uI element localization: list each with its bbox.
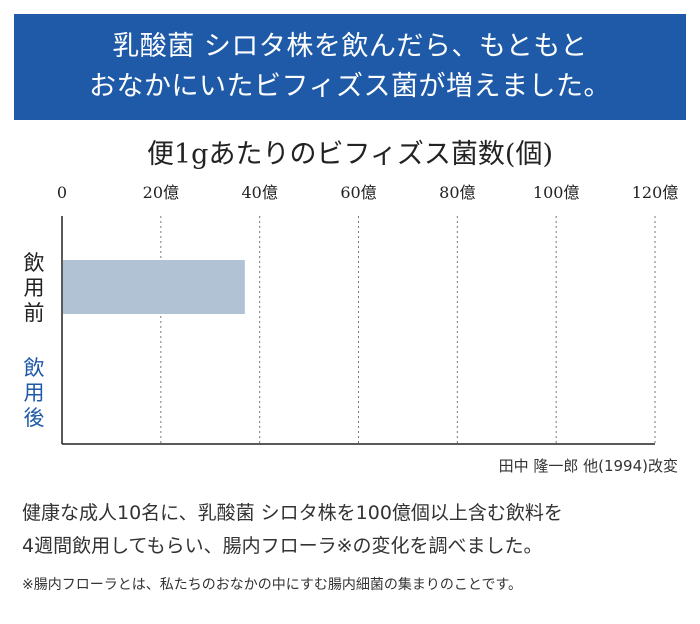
category-label-after: 飲用後 xyxy=(24,356,45,430)
source-citation: 田中 隆一郎 他(1994)改変 xyxy=(498,457,678,475)
footnote: ※腸内フローラとは、私たちのおなかの中にすむ腸内細菌の集まりのことです。 xyxy=(22,577,523,593)
chart-title: 便1gあたりのビフィズス菌数(個) xyxy=(147,139,553,170)
category-label-before: 飲用前 xyxy=(24,251,45,325)
x-tick-label: 60億 xyxy=(340,183,376,202)
x-tick-label: 80億 xyxy=(439,183,475,202)
x-tick-label: 100億 xyxy=(533,183,580,202)
x-tick-label: 120億 xyxy=(632,183,679,202)
header-line-2: おなかにいたビフィズス菌が増えました。 xyxy=(89,71,611,102)
x-tick-label: 20億 xyxy=(143,183,179,202)
x-tick-label: 0 xyxy=(57,183,67,202)
description-line-1: 健康な成人10名に、乳酸菌 シロタ株を100億個以上含む飲料を xyxy=(22,502,563,524)
header-line-1: 乳酸菌 シロタ株を飲んだら、もともと xyxy=(112,31,588,62)
header-banner: 乳酸菌 シロタ株を飲んだら、もともと おなかにいたビフィズス菌が増えました。 xyxy=(14,14,686,120)
x-tick-label: 40億 xyxy=(241,183,277,202)
description-line-2: 4週間飲用してもらい、腸内フローラ※の変化を調べました。 xyxy=(22,535,543,557)
bar-before xyxy=(63,260,245,314)
description: 健康な成人10名に、乳酸菌 シロタ株を100億個以上含む飲料を 4週間飲用しても… xyxy=(22,497,692,563)
